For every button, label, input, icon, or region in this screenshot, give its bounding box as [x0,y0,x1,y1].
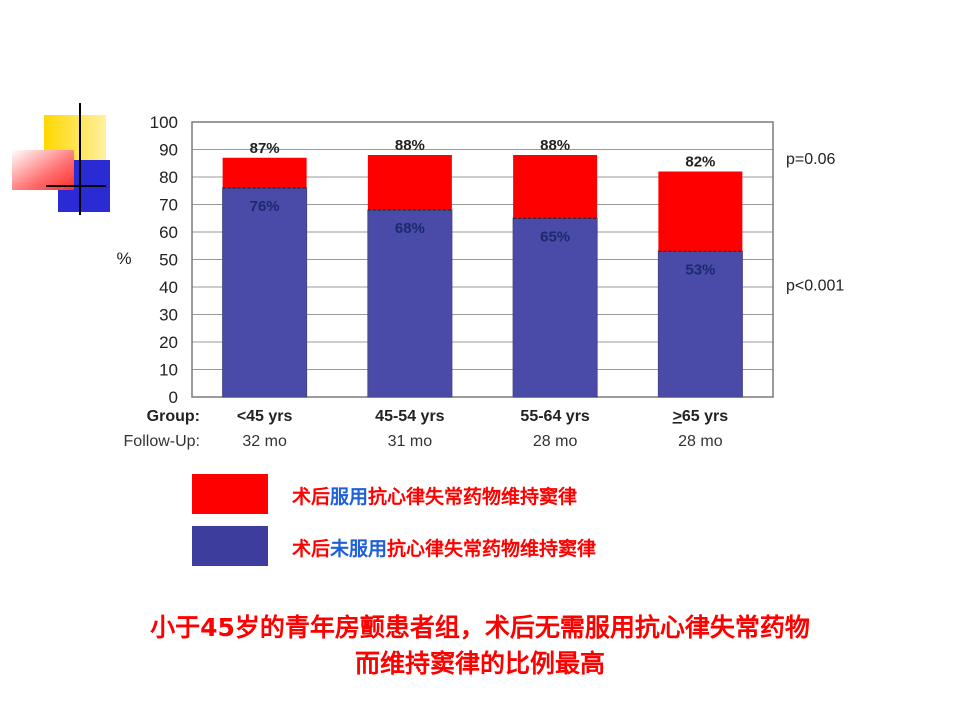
legend-text: 术后服用抗心律失常药物维持窦律 [292,482,577,509]
red-gradient-shape [12,150,74,190]
x-category-label: <45 yrs [237,408,293,425]
x-category-label: 45-54 yrs [375,408,444,425]
conclusion-line-1: 小于45岁的青年房颤患者组，术后无需服用抗心律失常药物 [150,613,810,642]
x-axis-labels: <45 yrs 32 mo 45-54 yrs 31 mo 55-64 yrs 28 mo… [237,408,728,450]
chart-annotations: p=0.06 p<0.001 [786,151,844,295]
chart-bars [222,155,743,398]
legend-swatch-blue [192,526,268,566]
x-category-prefix: > [673,408,682,425]
legend-text-part: 术后 [292,486,331,508]
slide-corner-decoration [12,103,110,215]
legend-item-medicated: 术后服用抗心律失常药物维持窦律 [192,474,712,514]
bar-unmedicated [657,250,743,398]
x-followup-label: 28 mo [533,433,578,450]
bar-unmedicated [512,217,598,398]
p-value-annotation: p=0.06 [786,151,835,168]
bar-total-label: 87% [250,140,280,157]
legend-text-part: 抗心律失常药物维持窦律 [368,486,578,508]
bar-total-label: 82% [685,154,715,171]
y-tick-label: 70 [159,196,178,215]
legend-swatch-red [192,474,268,514]
bar-medicated [658,171,743,252]
y-tick-label: 40 [159,278,178,297]
y-tick-label: 30 [159,306,178,325]
x-category-label: 55-64 yrs [520,408,589,425]
y-tick-label: 20 [159,333,178,352]
legend-item-unmedicated: 术后未服用抗心律失常药物维持窦律 [192,526,712,566]
bar-medicated [367,155,452,210]
stacked-bar-chart: % 0 10 20 30 40 50 60 70 80 90 100 76% 87% 68% 88% 65%… [116,113,844,450]
chart-data-labels: 76% 87% 68% 88% 65% 88% 53% 82% [250,137,716,278]
x-followup-label: 31 mo [388,433,433,450]
legend-text-part: 抗心律失常药物维持窦律 [387,538,597,560]
y-tick-label: 60 [159,223,178,242]
legend-text-part: 术后 [292,538,331,560]
bar-total-label: 88% [395,137,425,154]
bar-inner-label: 68% [395,220,425,237]
x-category-label: >65 yrs [673,408,729,425]
x-followup-label: 28 mo [678,433,723,450]
y-tick-label: 50 [159,251,178,270]
x-followup-label: 32 mo [242,433,287,450]
bar-inner-label: 65% [540,228,570,245]
bar-unmedicated [222,187,308,398]
bar-unmedicated [367,209,453,398]
x-category-rest: 65 yrs [682,408,728,425]
y-tick-label: 100 [150,113,178,132]
conclusion-line-2: 而维持窦律的比例最高 [354,649,605,678]
y-tick-label: 90 [159,141,178,160]
y-axis-label: % [116,249,131,268]
legend-text-part: 未服用 [330,538,388,560]
conclusion-text: 小于45岁的青年房颤患者组，术后无需服用抗心律失常药物 而维持窦律的比例最高 [20,610,940,682]
bar-medicated [222,157,307,188]
y-axis-ticks: 0 10 20 30 40 50 60 70 80 90 100 [150,113,178,407]
bar-medicated [513,155,598,219]
bar-inner-label: 76% [250,198,280,215]
followup-row-label: Follow-Up: [124,433,200,450]
plot-frame [191,121,774,398]
bar-inner-label: 53% [685,261,715,278]
bar-total-label: 88% [540,137,570,154]
y-tick-label: 80 [159,168,178,187]
p-value-annotation: p<0.001 [786,277,844,294]
y-tick-label: 10 [159,361,178,380]
legend-text-part: 服用 [330,486,369,508]
y-tick-label: 0 [169,388,178,407]
legend-text: 术后未服用抗心律失常药物维持窦律 [292,534,596,561]
group-row-label: Group: [147,408,200,425]
